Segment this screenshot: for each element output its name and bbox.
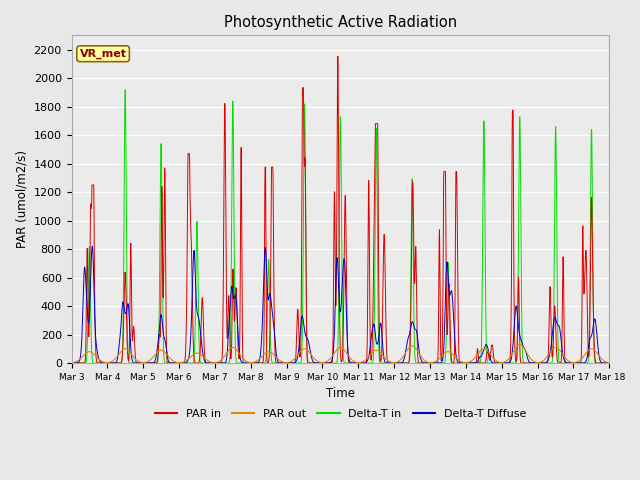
Delta-T Diffuse <box>605 360 613 366</box>
X-axis label: Time: Time <box>326 387 355 400</box>
PAR in <box>605 360 613 366</box>
PAR in <box>497 360 504 366</box>
Title: Photosynthetic Active Radiation: Photosynthetic Active Radiation <box>224 15 457 30</box>
Delta-T Diffuse <box>356 360 364 366</box>
PAR out <box>68 360 76 366</box>
Delta-T in <box>605 360 613 366</box>
PAR in <box>368 353 376 359</box>
Delta-T in <box>368 360 376 366</box>
PAR out <box>175 360 183 366</box>
PAR out <box>356 360 364 365</box>
PAR out <box>558 351 566 357</box>
Delta-T Diffuse <box>368 329 376 335</box>
PAR out <box>497 360 504 365</box>
PAR in <box>334 53 342 59</box>
Text: VR_met: VR_met <box>79 48 127 59</box>
Delta-T in <box>68 360 76 366</box>
Delta-T in <box>356 360 364 366</box>
Line: Delta-T Diffuse: Delta-T Diffuse <box>72 246 609 363</box>
Delta-T Diffuse <box>68 360 76 366</box>
PAR out <box>516 342 524 348</box>
PAR out <box>218 357 225 362</box>
Line: PAR in: PAR in <box>72 56 609 363</box>
Delta-T in <box>426 360 434 366</box>
Delta-T Diffuse <box>139 360 147 366</box>
PAR in <box>534 360 541 366</box>
Delta-T Diffuse <box>497 360 505 366</box>
Legend: PAR in, PAR out, Delta-T in, Delta-T Diffuse: PAR in, PAR out, Delta-T in, Delta-T Dif… <box>150 404 531 423</box>
Delta-T Diffuse <box>558 348 566 353</box>
PAR in <box>68 360 76 366</box>
Delta-T in <box>497 360 505 366</box>
Y-axis label: PAR (umol/m2/s): PAR (umol/m2/s) <box>15 150 28 248</box>
Delta-T Diffuse <box>573 360 581 366</box>
Delta-T in <box>218 360 225 366</box>
PAR out <box>605 360 613 366</box>
PAR in <box>356 360 364 366</box>
Line: PAR out: PAR out <box>72 345 609 363</box>
PAR in <box>573 360 581 366</box>
PAR in <box>558 314 566 320</box>
Line: Delta-T in: Delta-T in <box>72 90 609 363</box>
Delta-T in <box>558 360 566 366</box>
Delta-T in <box>121 87 129 93</box>
PAR in <box>218 360 225 365</box>
Delta-T Diffuse <box>88 243 96 249</box>
Delta-T Diffuse <box>218 360 226 366</box>
PAR out <box>573 359 581 365</box>
Delta-T in <box>573 360 581 366</box>
PAR out <box>368 350 376 356</box>
